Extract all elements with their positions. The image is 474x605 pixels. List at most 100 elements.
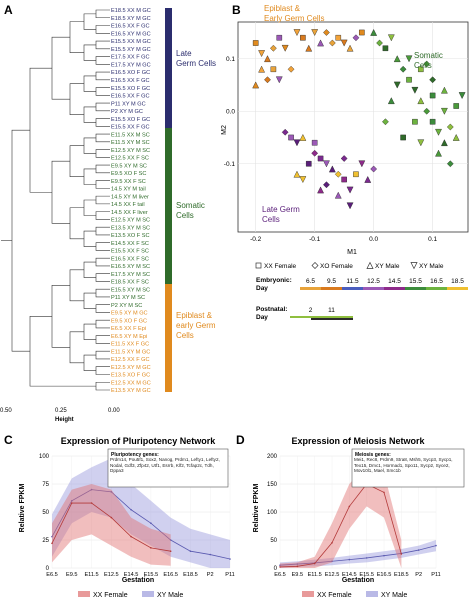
meiosis-box-body: Mei1, Rec8, Prdm9, Stra8, Msh5, Sycp3, S… [354,457,453,473]
xtick-label: E16.5 [163,572,178,578]
point-xy-male [209,553,212,556]
dendrogram [1,9,110,391]
leaf-label: E6.5 XY M Epi [111,334,147,340]
scatter-point [340,155,348,162]
scatter-point [406,76,412,83]
leaf-label: E6.5 XX F Epi [111,326,146,332]
legend-triangle-down-icon [410,262,418,270]
scatter-point [453,103,460,109]
scatter-xlabel: M1 [347,249,357,256]
leaf-label: E18.5 XX F SC [111,280,149,286]
embryonic-day-swatch [384,287,405,290]
scatter-point [452,133,460,141]
dendrogram-branch [95,40,110,50]
scatter-point [317,155,324,162]
legend-xy-male-down: XY Male [419,263,444,270]
postnatal-label-line2: Day [256,314,268,321]
dendrogram-branch [83,292,96,309]
scatter-point [359,29,365,36]
height-tick-0: 0.50 [0,408,12,414]
line-xy-male [51,489,231,560]
dendrogram-branch [83,106,96,123]
scatter-point [270,66,277,73]
dendrogram-branch [95,381,110,391]
scatter-point [458,92,466,100]
pluripotency-box-body: Prdm14, Pou5f1, Sox2, Nanog, Prdm1, Left… [110,457,220,473]
scatter-point [387,97,395,105]
point-xx-female [348,505,351,508]
dendrogram-branch [95,195,110,205]
scatter-point [334,170,342,178]
panel-b-letter: B [232,3,241,17]
point-xx-female [400,553,403,555]
xtick-label: E9.5 [66,572,78,578]
scatter-point [311,139,318,146]
dendrogram-branch [95,242,110,251]
embryonic-day-label: 12.5 [367,278,380,285]
annot-somatic-line1: Somatic [414,51,443,60]
scatter-point [400,134,406,141]
scatter-ytick: 0.0 [226,108,235,115]
point-xy-male [51,535,53,538]
group-label-late-germ: Late Germ Cells [176,49,216,68]
dendrogram-branch [95,118,110,127]
leaf-label: E16.5 XY M GC [111,31,151,37]
scatter-point [305,160,312,167]
dendrogram-branch [95,335,110,344]
scatter-point [252,40,259,46]
scatter-point [341,176,347,183]
dendrogram-branch [95,164,110,174]
leaf-label: E17.5 XY M SC [111,272,150,278]
dendrogram-branch [95,133,110,143]
panel-d-letter: D [236,433,245,447]
dendrogram-branch [95,350,110,360]
leaf-label: E15.5 XO F GC [111,117,150,123]
scatter-point [364,175,372,183]
ytick-label: 100 [39,454,50,460]
xtick-label: E18.5 [183,572,198,578]
embryonic-day-swatch [447,287,468,290]
height-tick-2: 0.00 [108,408,120,414]
legend-xo-female: XO Female [320,263,353,270]
scatter-point [323,181,330,189]
scatter-legend: XX Female XO Female XY Male XY Male Embr… [255,261,468,321]
scatter-point [387,34,395,42]
ytick-label: 50 [42,510,49,516]
scatter-point [270,44,277,52]
leaf-label: E12.5 XY M SC [111,218,150,224]
panel-c-title: Expression of Pluripotency Network [61,436,217,446]
leaf-label: 14.5 XX F liver [111,210,148,216]
point-xy-male [279,564,281,566]
dendrogram-branch [29,67,52,193]
embryonic-day-label: 14.5 [388,278,401,285]
dendrogram-branch [83,13,96,30]
point-xy-male [169,539,172,541]
dendrogram-branch [69,207,84,240]
scatter-point [293,170,301,178]
xtick-label: E12.5 [104,572,119,578]
ytick-label: 100 [267,510,278,516]
xtick-label: E16.5 [377,572,392,578]
scatter-point [323,160,330,168]
dendrogram-branch [95,56,110,65]
embryonic-day-swatch [300,287,321,290]
dendrogram-branch [95,304,110,313]
dendrogram-branch [83,44,96,61]
leaf-label: E12.5 XY M SC [111,148,150,154]
point-xy-male [296,563,299,565]
leaf-label: E12.5 XX M GC [111,380,151,386]
dendrogram-branch [83,199,96,216]
group-label-epiblast-line1: Epiblast & [176,311,213,320]
group-bar-somatic [165,128,172,284]
embryonic-day-label: 16.5 [430,278,443,285]
band-xx-female [280,464,402,568]
scatter-point [423,107,431,115]
leaf-label: 14.5 XY M tail [111,187,146,193]
point-xx-female [110,516,113,519]
xtick-label: P11 [431,572,441,578]
xtick-label: P11 [225,572,235,578]
embryonic-day-label: 9.5 [327,278,336,285]
embryonic-day-scale: 6.5 9.5 11.5 12.5 14.5 15.5 16.5 18.5 [300,278,468,290]
group-label-somatic: Somatic Cells [176,201,207,220]
leaf-label: 14.5 XY M liver [111,194,149,200]
